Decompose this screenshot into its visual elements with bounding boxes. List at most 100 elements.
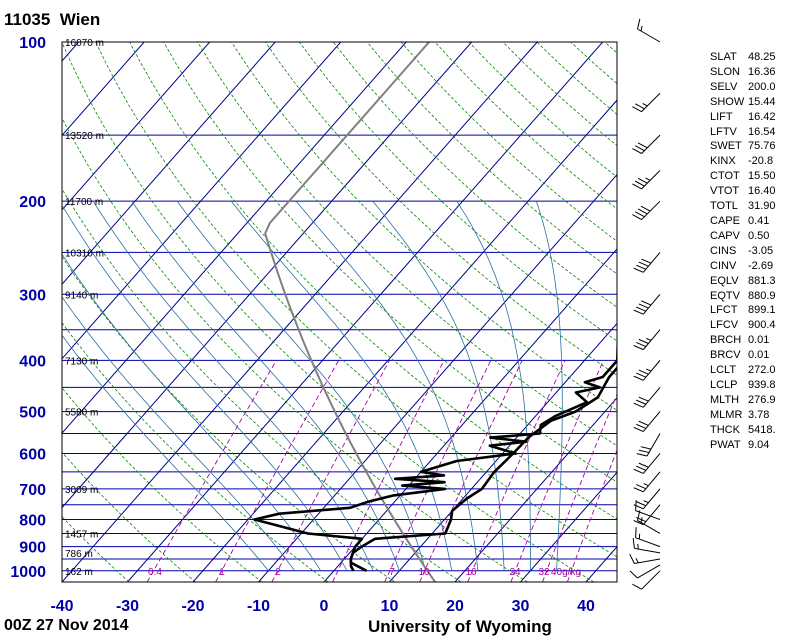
index-name: CAPE xyxy=(710,214,740,227)
wind-barb-feather xyxy=(638,396,649,402)
wind-barb-staff xyxy=(642,360,661,381)
moist-adiabat xyxy=(62,334,269,572)
isotherm-line xyxy=(454,397,617,582)
wind-barb-feather xyxy=(636,516,647,523)
standard-atmosphere-line xyxy=(264,42,436,582)
wind-barb-half-feather xyxy=(643,483,649,487)
wind-barb-feather xyxy=(636,423,647,429)
wind-barb xyxy=(632,170,661,190)
height-label: 10310 m xyxy=(65,248,104,259)
index-name: THCK xyxy=(710,423,740,436)
temperature-tick-label: -40 xyxy=(50,598,73,615)
wind-barb-feather xyxy=(633,309,644,315)
wind-barb-feather xyxy=(641,258,652,264)
index-row-ctot: CTOT 15.50 xyxy=(710,169,776,184)
index-row-mlmr: MLMR 3.78 xyxy=(710,408,776,423)
wind-barb-staff xyxy=(641,134,661,154)
pressure-tick-label: 800 xyxy=(19,513,46,530)
height-label: 16070 m xyxy=(65,38,104,49)
height-label: 11700 m xyxy=(65,197,103,208)
wind-barb xyxy=(633,329,661,351)
dry-adiabat xyxy=(62,117,528,582)
wind-barb-feather xyxy=(638,462,649,468)
wind-barb xyxy=(633,411,661,432)
index-value: 16.40 xyxy=(748,185,776,198)
wind-barb-feather xyxy=(636,484,647,490)
wind-barb-feather xyxy=(637,177,648,184)
height-label: 786 m xyxy=(65,549,93,560)
wind-barb-staff xyxy=(642,411,661,432)
index-row-pwat: PWAT 9.04 xyxy=(710,438,776,453)
index-row-eqtv: EQTV 880.9 xyxy=(710,289,776,304)
index-name: MLTH xyxy=(710,393,740,406)
temperature-profile-line xyxy=(349,366,617,572)
index-row-brch: BRCH 0.01 xyxy=(710,333,776,348)
wind-barb xyxy=(632,570,661,590)
index-value: 15.50 xyxy=(748,170,776,183)
isotherm-line xyxy=(192,99,617,582)
index-name: CAPV xyxy=(710,229,740,242)
index-name: KINX xyxy=(710,155,736,168)
plot-frame xyxy=(61,41,618,583)
wind-barb-feather xyxy=(629,553,635,564)
height-label: 7130 m xyxy=(65,356,98,367)
wind-barb xyxy=(633,504,661,526)
wind-barb-feather xyxy=(632,537,635,549)
index-value: 881.3 xyxy=(748,274,776,287)
mixing-ratio-label: 16 xyxy=(465,567,477,578)
mixing-ratio-label: 24 xyxy=(509,567,521,578)
dry-adiabat xyxy=(95,42,617,558)
wind-barb-feather xyxy=(637,208,648,215)
dewpoint-profile-line xyxy=(253,329,617,572)
moist-adiabat xyxy=(62,296,295,572)
index-value: 200.0 xyxy=(748,80,776,93)
moist-adiabat xyxy=(372,200,505,571)
index-name: PWAT xyxy=(710,438,741,451)
isotherm-line xyxy=(258,173,617,582)
wind-barb xyxy=(632,134,661,154)
temperature-tick-label: 20 xyxy=(446,598,464,615)
wind-barb-feather xyxy=(633,468,644,474)
index-row-show: SHOW 15.44 xyxy=(710,95,776,110)
mixing-ratio-line xyxy=(419,360,523,582)
index-row-cape: CAPE 0.41 xyxy=(710,214,776,229)
isotherm-line xyxy=(62,42,407,434)
wind-barb-feather xyxy=(633,487,644,493)
wind-barb-feather xyxy=(638,369,649,375)
index-name: BRCH xyxy=(710,334,742,347)
wind-barb-staff xyxy=(637,564,661,579)
isotherm-line xyxy=(62,42,80,62)
isotherm-line xyxy=(127,42,604,582)
moist-adiabat xyxy=(230,200,453,571)
wind-barb-half-feather xyxy=(646,337,652,341)
isotherm-line xyxy=(520,471,617,582)
wind-barb-staff xyxy=(634,547,661,554)
wind-barb xyxy=(633,387,661,408)
height-label: 13520 m xyxy=(65,131,104,142)
wind-barb-feather xyxy=(632,214,642,221)
wind-barb-feather xyxy=(632,106,642,113)
wind-barb-staff xyxy=(642,252,661,273)
index-row-cins: CINS -3.05 xyxy=(710,244,776,259)
moist-adiabat xyxy=(131,200,400,571)
temperature-tick-label: -10 xyxy=(247,598,270,615)
wind-barb-feather xyxy=(636,341,647,348)
isotherm-line xyxy=(323,248,617,582)
height-label: 1457 m xyxy=(65,529,98,540)
height-label: 9140 m xyxy=(65,290,98,301)
stability-indices-panel: SLAT 48.25 SLON 16.36 SELV 200.0 SHOW 15.44 LIFT… xyxy=(710,50,776,452)
index-name: VTOT xyxy=(710,185,740,198)
index-row-kinx: KINX -20.8 xyxy=(710,154,776,169)
wind-barb-half-feather xyxy=(645,177,651,181)
index-name: LIFT xyxy=(710,110,733,123)
pressure-tick-label: 900 xyxy=(19,540,46,557)
wind-barb-staff xyxy=(642,387,661,408)
index-row-cinv: CINV -2.69 xyxy=(710,259,776,274)
index-row-lclp: LCLP 939.8 xyxy=(710,378,776,393)
index-value: 900.4 xyxy=(748,319,776,332)
wind-barb-feather xyxy=(629,570,638,579)
dry-adiabat xyxy=(265,42,617,376)
wind-barb-feather xyxy=(636,372,647,378)
index-value: 880.9 xyxy=(748,289,776,302)
